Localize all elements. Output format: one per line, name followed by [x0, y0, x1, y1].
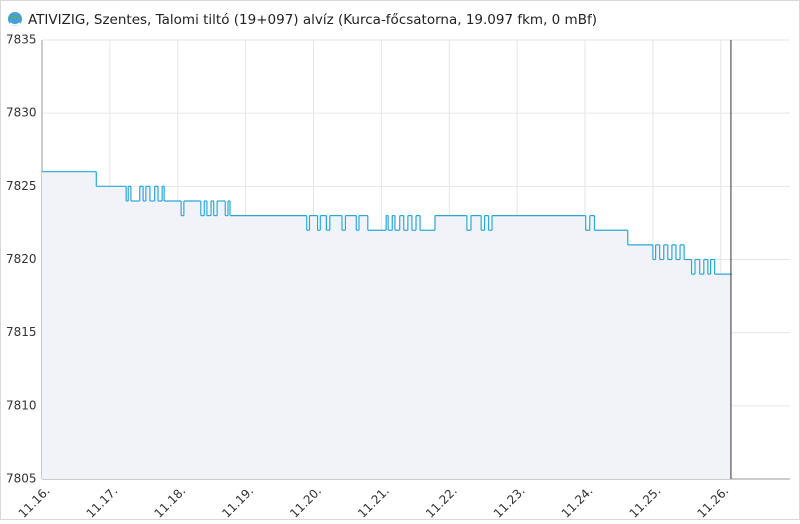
chart-title: ATIVIZIG, Szentes, Talomi tiltó (19+097)…	[28, 12, 597, 28]
y-tick-label: 7820	[6, 252, 37, 266]
area-fill	[42, 171, 731, 479]
y-tick-label: 7815	[6, 325, 37, 339]
y-tick-label: 7835	[6, 33, 37, 47]
y-tick-label: 7825	[6, 179, 37, 193]
logo	[8, 12, 22, 26]
y-tick-label: 7810	[6, 398, 37, 412]
y-tick-label: 7830	[6, 106, 37, 120]
y-tick-label: 7805	[6, 472, 37, 486]
